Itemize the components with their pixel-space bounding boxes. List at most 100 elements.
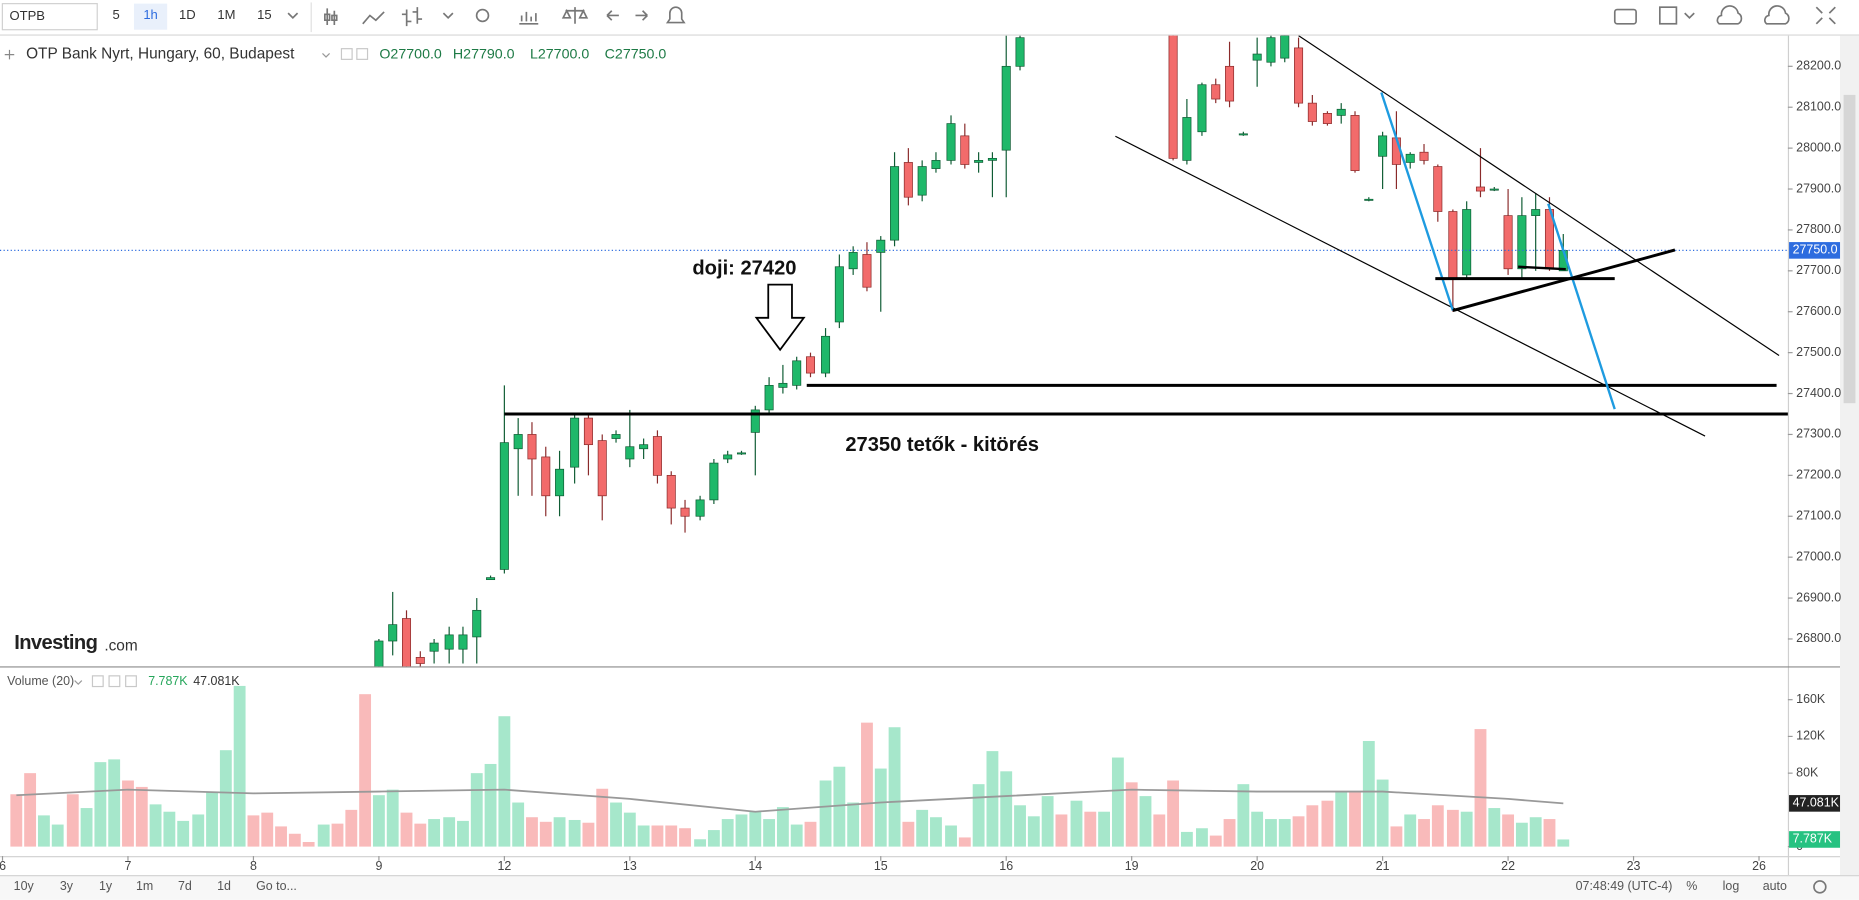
trend-line bbox=[1380, 92, 1455, 311]
volume-bar bbox=[122, 780, 134, 847]
dropdown-icon[interactable] bbox=[1684, 12, 1695, 20]
y-tick-label: 27700.0 bbox=[1796, 263, 1841, 277]
volume-bar bbox=[1237, 784, 1250, 847]
volume-bar bbox=[484, 763, 497, 847]
collapse-icon[interactable] bbox=[4, 49, 15, 60]
line-icon[interactable] bbox=[362, 11, 385, 25]
volume-bar bbox=[582, 822, 595, 847]
candle-body bbox=[1001, 65, 1011, 151]
candle-body bbox=[1364, 198, 1374, 201]
y-tick-label: 27900.0 bbox=[1796, 181, 1841, 195]
dropdown-icon[interactable] bbox=[287, 12, 299, 20]
interval-button[interactable]: 15 bbox=[257, 7, 272, 22]
alert-icon[interactable] bbox=[665, 6, 686, 24]
candle-body bbox=[444, 634, 454, 650]
volume-bar bbox=[288, 833, 301, 847]
candle-body bbox=[374, 640, 384, 667]
indicator-icon[interactable] bbox=[519, 11, 539, 25]
goto-button[interactable]: Go to... bbox=[256, 879, 297, 893]
symbol-box[interactable] bbox=[1, 3, 98, 31]
candle-body bbox=[1336, 108, 1346, 116]
volume-bar bbox=[386, 789, 399, 847]
candle-body bbox=[723, 454, 733, 460]
undo-icon[interactable] bbox=[606, 10, 619, 21]
option-button[interactable]: log bbox=[1723, 879, 1740, 893]
candle-body bbox=[666, 474, 676, 509]
option-button[interactable]: % bbox=[1686, 879, 1697, 893]
ohlc-open: O27700.0 bbox=[379, 46, 442, 62]
volume-bar bbox=[694, 839, 707, 847]
legend-icon[interactable] bbox=[356, 48, 369, 60]
camera-icon[interactable] bbox=[1613, 8, 1637, 25]
save-icon[interactable] bbox=[1764, 5, 1790, 25]
interval-button[interactable]: 5 bbox=[113, 7, 120, 22]
legend-icon[interactable] bbox=[125, 675, 137, 688]
candle-icon[interactable] bbox=[324, 8, 338, 25]
candle-body bbox=[695, 499, 705, 517]
candle-body bbox=[1462, 209, 1472, 276]
volume-bar bbox=[219, 750, 232, 847]
option-button[interactable]: auto bbox=[1763, 879, 1787, 893]
template-icon[interactable] bbox=[1658, 6, 1678, 25]
redo-icon[interactable] bbox=[635, 10, 648, 21]
volume-bar bbox=[192, 814, 205, 847]
candle-body bbox=[583, 417, 593, 446]
dropdown-icon[interactable] bbox=[322, 53, 331, 58]
volume-bar bbox=[847, 802, 860, 847]
volume-bar bbox=[804, 821, 817, 847]
candle-body bbox=[1489, 188, 1499, 191]
range-button[interactable]: 1d bbox=[217, 879, 231, 893]
volume-bar bbox=[1223, 819, 1236, 847]
volume-bar bbox=[679, 828, 691, 847]
volume-bar bbox=[372, 795, 385, 847]
legend-icon[interactable] bbox=[340, 48, 353, 60]
volume-bar bbox=[1027, 816, 1040, 847]
y-tick-label: 26900.0 bbox=[1796, 590, 1841, 604]
interval-button[interactable]: 1D bbox=[179, 7, 196, 22]
trend-line bbox=[1452, 248, 1676, 312]
bar-icon[interactable] bbox=[401, 7, 423, 27]
volume-bar bbox=[707, 830, 720, 847]
volume-bar bbox=[1251, 811, 1264, 847]
volume-bar bbox=[177, 820, 190, 847]
candle-body bbox=[778, 382, 788, 388]
candle-body bbox=[1503, 215, 1513, 270]
compare-icon[interactable] bbox=[561, 7, 589, 24]
settings-icon[interactable] bbox=[475, 8, 490, 23]
candle-body bbox=[1168, 35, 1178, 159]
candle-body bbox=[1015, 37, 1025, 67]
clock: 07:48:49 (UTC-4) bbox=[1576, 879, 1673, 893]
annotation: 27350 tetők - kitörés bbox=[845, 434, 1039, 456]
range-button[interactable]: 1y bbox=[99, 879, 113, 893]
annotation-arrow bbox=[754, 283, 806, 352]
range-button[interactable]: 3y bbox=[60, 879, 74, 893]
symbol[interactable]: OTPB bbox=[9, 8, 44, 23]
volume-bar bbox=[1125, 782, 1138, 847]
dropdown-icon[interactable] bbox=[442, 12, 454, 20]
interval-button[interactable]: 1M bbox=[217, 7, 235, 22]
range-button[interactable]: 1m bbox=[136, 879, 153, 893]
interval-buttons: 5 1h 1D 1M 15 bbox=[113, 3, 272, 30]
fullscreen-icon[interactable] bbox=[1815, 6, 1836, 25]
range-button[interactable]: 10y bbox=[14, 879, 35, 893]
volume-bar bbox=[888, 727, 901, 847]
volume-bar bbox=[1362, 741, 1375, 847]
load-icon[interactable] bbox=[1716, 5, 1743, 25]
settings-icon[interactable] bbox=[1813, 880, 1827, 894]
interval-button[interactable]: 1h bbox=[143, 7, 158, 22]
candle-body bbox=[792, 360, 802, 386]
volume-bar bbox=[1278, 819, 1291, 847]
legend-icon[interactable] bbox=[108, 675, 121, 688]
candle-body bbox=[1211, 84, 1221, 100]
scrollbar-thumb[interactable] bbox=[1843, 94, 1856, 404]
active-button[interactable] bbox=[133, 3, 168, 30]
volume-bar bbox=[261, 812, 274, 847]
dropdown-icon[interactable] bbox=[74, 680, 83, 685]
range-button[interactable]: 7d bbox=[178, 879, 192, 893]
candle-body bbox=[987, 157, 997, 161]
volume-bar bbox=[1335, 791, 1348, 847]
volume-bar bbox=[1265, 819, 1277, 847]
legend-icon[interactable] bbox=[91, 675, 104, 688]
candle-body bbox=[1448, 211, 1458, 280]
axes: 26800.0 26900.0 27000.0 27100.0 27200.0 27300… bbox=[0, 59, 1841, 873]
